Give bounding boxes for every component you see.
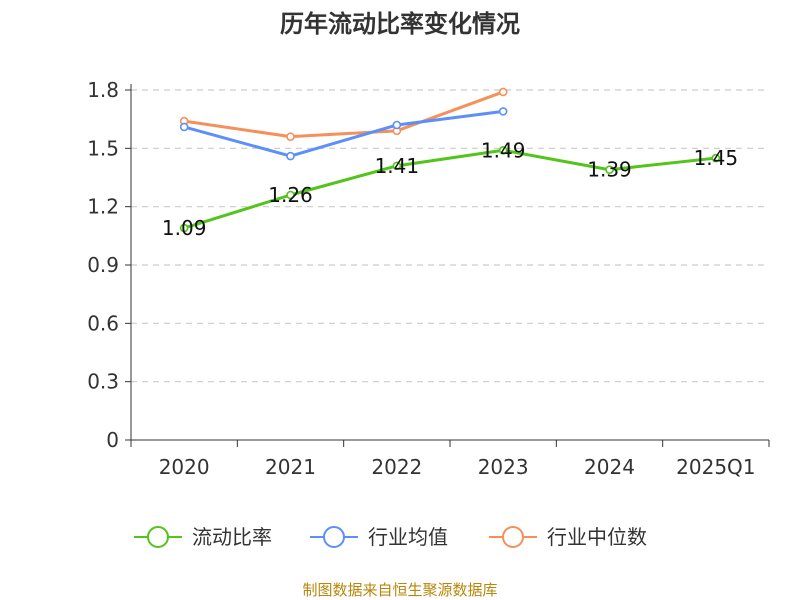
y-tick-label: 0.9 xyxy=(87,253,119,277)
data-label: 1.26 xyxy=(268,183,313,207)
series-line xyxy=(183,109,504,158)
data-point xyxy=(392,161,402,171)
data-label: 1.39 xyxy=(587,158,632,182)
legend: 流动比率 行业均值 行业中位数 xyxy=(134,525,647,549)
x-tick-label: 2020 xyxy=(159,455,210,479)
data-label: 1.49 xyxy=(481,138,526,162)
data-point xyxy=(711,153,721,163)
x-tick-label: 2022 xyxy=(371,455,422,479)
y-axis-ticks: 0 0.3 0.6 0.9 1.2 1.5 1.8 xyxy=(87,78,131,452)
y-tick-label: 0.6 xyxy=(87,311,119,335)
x-tick-label: 2025Q1 xyxy=(676,455,755,479)
series-lines xyxy=(179,87,721,233)
data-point xyxy=(392,120,402,130)
x-tick-label: 2023 xyxy=(478,455,529,479)
data-point xyxy=(498,87,508,97)
x-axis-ticks: 2020 2021 2022 2023 2024 2025Q1 xyxy=(130,440,770,479)
y-tick-label: 1.8 xyxy=(87,78,119,102)
legend-label: 行业均值 xyxy=(368,525,448,549)
x-tick-label: 2024 xyxy=(584,455,635,479)
chart-title: 历年流动比率变化情况 xyxy=(280,10,520,38)
legend-label: 流动比率 xyxy=(192,525,272,549)
data-point xyxy=(286,190,295,200)
legend-marker xyxy=(323,526,345,548)
legend-marker xyxy=(147,526,169,548)
x-tick-label: 2021 xyxy=(265,455,316,479)
data-labels: 1.09 1.26 1.41 1.49 1.39 1.45 xyxy=(162,138,738,240)
data-point xyxy=(286,132,295,141)
series-line xyxy=(183,148,716,230)
y-tick-label: 0.3 xyxy=(87,370,119,394)
series-line xyxy=(183,90,504,139)
data-point xyxy=(179,122,189,132)
data-label: 1.45 xyxy=(694,146,739,170)
data-point xyxy=(498,107,508,116)
data-label: 1.41 xyxy=(375,154,420,178)
data-point xyxy=(498,145,508,155)
data-label: 1.09 xyxy=(162,216,207,240)
y-tick-label: 0 xyxy=(106,428,119,452)
y-tick-label: 1.5 xyxy=(87,136,119,160)
data-point xyxy=(605,165,614,175)
legend-label: 行业中位数 xyxy=(547,525,647,549)
gridlines xyxy=(131,89,769,383)
data-point xyxy=(286,151,295,161)
y-tick-label: 1.2 xyxy=(87,195,119,219)
legend-marker xyxy=(502,526,524,548)
source-note: 制图数据来自恒生聚源数据库 xyxy=(302,581,497,599)
data-point xyxy=(179,223,189,233)
